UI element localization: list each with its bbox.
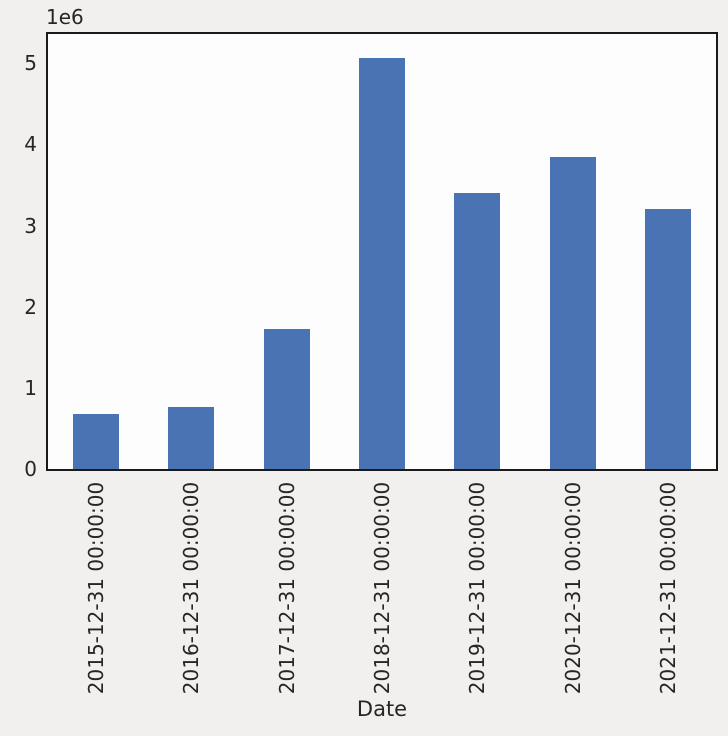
bar-2020 xyxy=(549,157,596,469)
bar-2017 xyxy=(263,329,310,469)
bar-2019 xyxy=(454,193,501,469)
bar-2021 xyxy=(645,209,692,469)
y-axis-offset-text: 1e6 xyxy=(46,5,84,29)
y-tick-label: 5 xyxy=(24,51,37,76)
x-tick-label: 2018-12-31 00:00:00 xyxy=(370,481,394,695)
y-tick-label: 1 xyxy=(24,375,37,400)
bar-2015 xyxy=(72,414,119,469)
bar-2016 xyxy=(168,407,215,469)
x-tick-label: 2021-12-31 00:00:00 xyxy=(656,481,681,695)
x-tick-label: 2020-12-31 00:00:00 xyxy=(560,481,585,695)
x-tick-label: 2015-12-31 00:00:00 xyxy=(83,481,108,695)
y-tick-label: 4 xyxy=(24,132,37,157)
x-tick-label: 2019-12-31 00:00:00 xyxy=(465,481,490,695)
plot-area xyxy=(46,32,718,471)
y-tick-label: 0 xyxy=(24,457,37,481)
y-tick-label: 2 xyxy=(24,294,37,319)
y-tick-label: 3 xyxy=(24,213,37,238)
x-tick-label: 2017-12-31 00:00:00 xyxy=(274,481,299,695)
x-axis-label: Date xyxy=(356,697,408,721)
bar-2018 xyxy=(359,58,405,469)
x-tick-label: 2016-12-31 00:00:00 xyxy=(179,481,204,695)
